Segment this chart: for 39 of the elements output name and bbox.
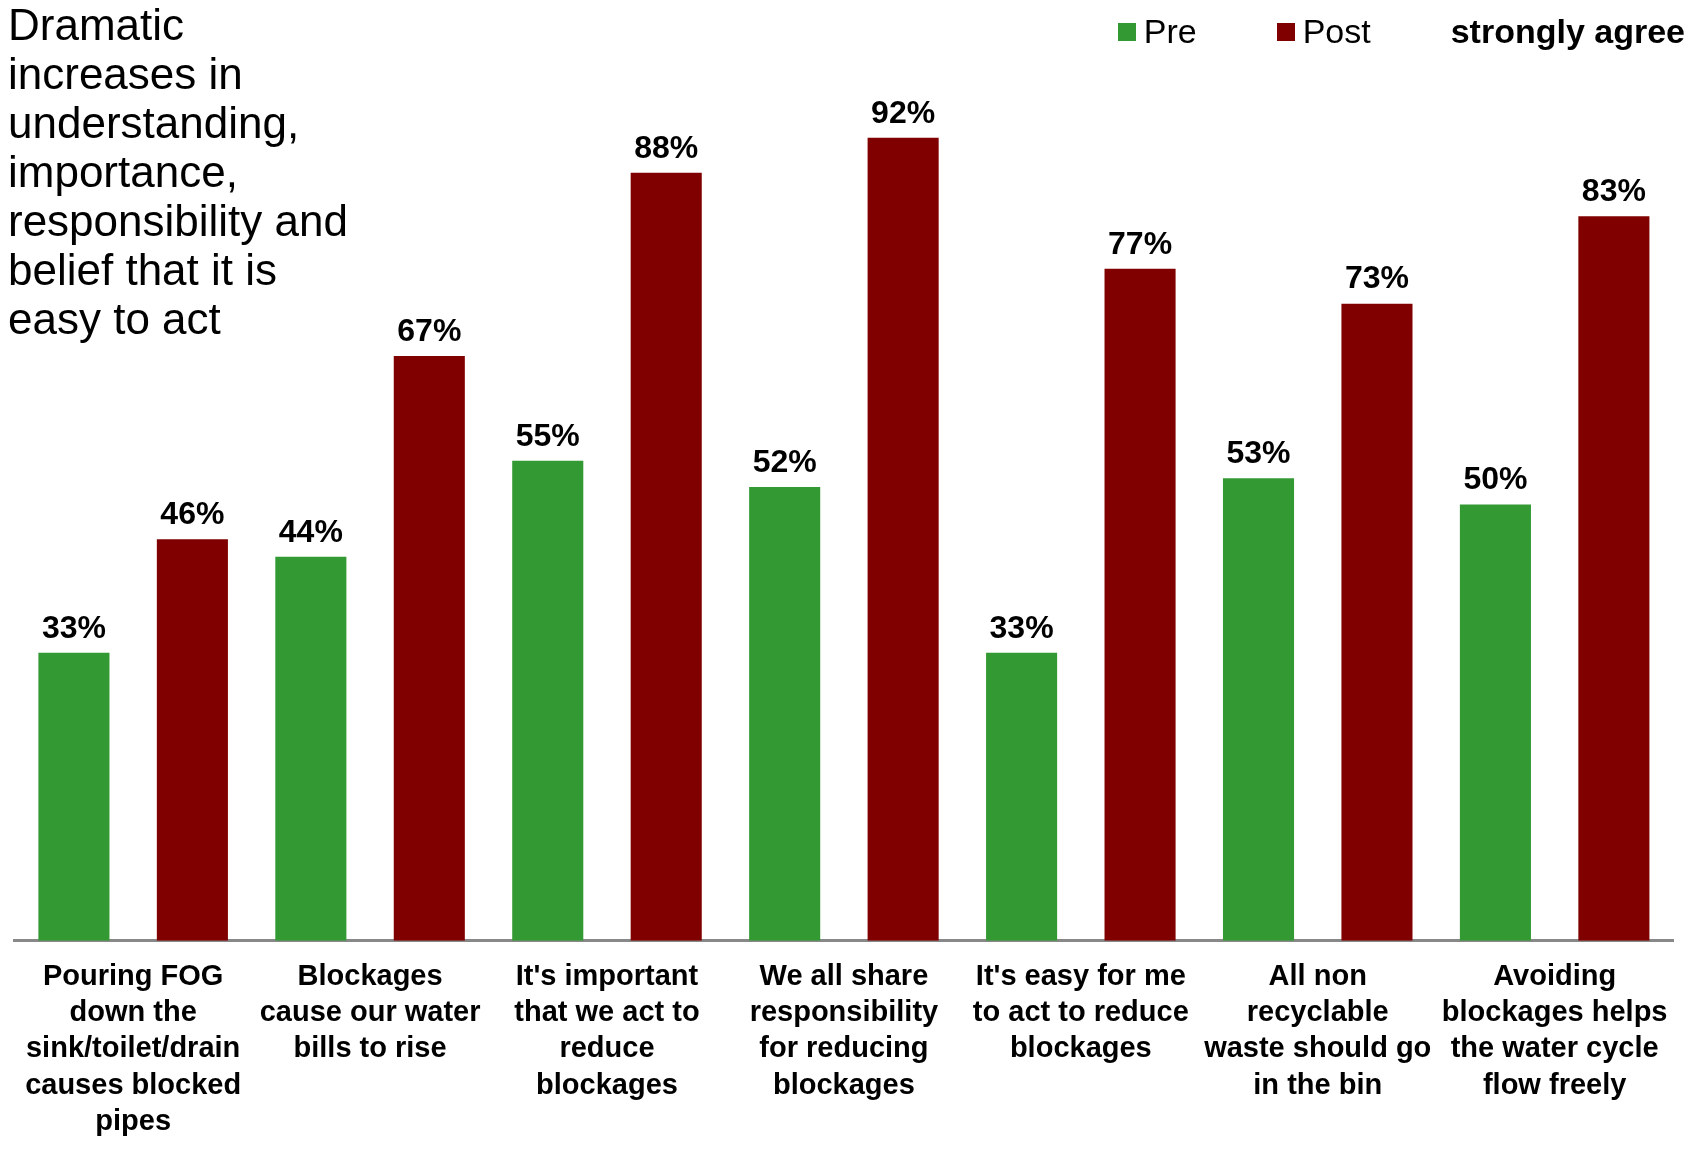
chart-title: Dramatic increases in understanding, importance, responsibility and belief that it is easy to act xyxy=(8,0,349,343)
bar xyxy=(512,460,584,941)
bar xyxy=(156,539,228,941)
data-label: 92% xyxy=(871,93,936,130)
data-label: 88% xyxy=(634,128,699,165)
bar xyxy=(986,652,1058,941)
data-label: 55% xyxy=(515,416,580,453)
data-label: 50% xyxy=(1463,460,1528,497)
x-tick-label: It's important that we act to reduce blockages xyxy=(514,958,700,1100)
data-label: 77% xyxy=(1108,224,1173,261)
bar xyxy=(630,172,702,941)
bar xyxy=(1459,504,1531,941)
bar xyxy=(393,356,465,941)
legend-label: Post xyxy=(1301,12,1371,51)
bar xyxy=(1578,216,1650,941)
x-tick-label: We all share responsibility for reducing blockages xyxy=(749,958,939,1100)
legend-label: Pre xyxy=(1142,12,1197,51)
bar xyxy=(867,137,939,941)
data-label: 52% xyxy=(752,442,817,479)
data-label: 44% xyxy=(278,512,343,549)
bar xyxy=(1104,268,1176,941)
data-label: 33% xyxy=(41,608,106,645)
x-tick-label: All non recyclable waste should go in the bin xyxy=(1203,958,1432,1100)
data-label: 67% xyxy=(397,311,462,348)
data-label: 73% xyxy=(1344,259,1409,296)
bar xyxy=(1222,478,1295,941)
bar xyxy=(749,486,821,941)
bar xyxy=(275,556,347,941)
x-tick-label: Blockages cause our water bills to rise xyxy=(259,958,481,1064)
data-label: 33% xyxy=(989,608,1054,645)
x-tick-label: It's easy for me to act to reduce blockages xyxy=(972,958,1189,1064)
legend-title: strongly agree xyxy=(1450,12,1685,51)
x-tick-label: Avoiding blockages helps the water cycle flow freely xyxy=(1441,958,1668,1100)
x-tick-label: Pouring FOG down the sink/toilet/drain causes blocked pipes xyxy=(25,958,242,1136)
bar xyxy=(1341,303,1413,941)
data-label: 46% xyxy=(160,495,225,532)
data-label: 53% xyxy=(1226,434,1291,471)
data-label: 83% xyxy=(1581,172,1646,209)
bar xyxy=(38,652,110,941)
